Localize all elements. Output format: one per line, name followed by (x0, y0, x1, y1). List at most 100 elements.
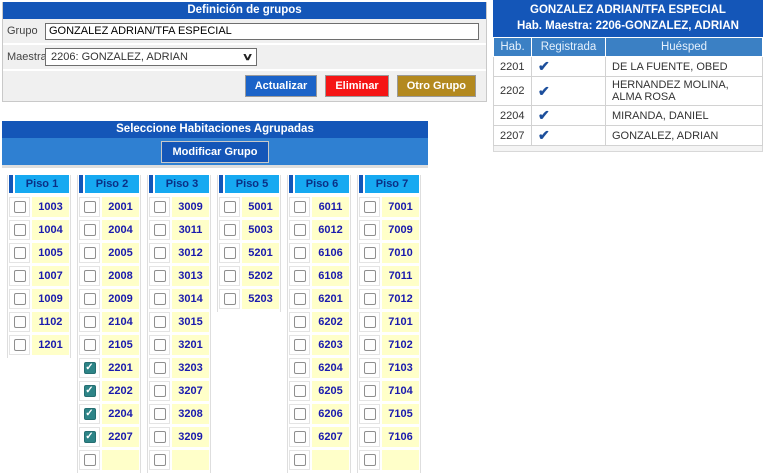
room-checkbox[interactable] (153, 247, 166, 259)
room-row: 2009 (79, 289, 139, 309)
room-checkbox[interactable] (13, 293, 26, 305)
room-checkbox[interactable] (83, 201, 96, 213)
room-checkbox[interactable] (223, 293, 236, 305)
room-number-label: 6207 (312, 427, 349, 447)
room-checkbox[interactable] (153, 362, 166, 374)
room-checkbox[interactable] (153, 454, 166, 466)
room-number-cell: 2207 (493, 125, 532, 146)
room-checkbox[interactable] (13, 339, 26, 351)
room-row: 3015 (149, 312, 209, 332)
room-checkbox[interactable] (363, 201, 376, 213)
room-checkbox[interactable] (13, 201, 26, 213)
room-checkbox[interactable] (363, 454, 376, 466)
room-checkbox[interactable] (223, 270, 236, 282)
room-checkbox[interactable] (153, 201, 166, 213)
room-checkbox[interactable] (153, 224, 166, 236)
room-checkbox[interactable] (363, 431, 376, 443)
room-checkbox[interactable] (13, 316, 26, 328)
room-checkbox[interactable] (223, 201, 236, 213)
room-row: 6012 (289, 220, 349, 240)
room-checkbox[interactable] (13, 270, 26, 282)
room-checkbox-cell (219, 289, 240, 309)
room-checkbox[interactable] (363, 339, 376, 351)
room-checkbox-cell (9, 266, 30, 286)
room-checkbox[interactable] (363, 293, 376, 305)
room-checkbox-cell (149, 381, 170, 401)
room-checkbox[interactable] (293, 201, 306, 213)
floor-column: Piso 7 7001 7009 7010 7011 7012 (357, 175, 421, 473)
otro-grupo-button[interactable]: Otro Grupo (396, 75, 476, 97)
room-checkbox[interactable] (153, 339, 166, 351)
room-checkbox[interactable] (153, 385, 166, 397)
table-header-row: Hab. Registrada Huésped (493, 37, 763, 57)
room-checkbox[interactable] (13, 247, 26, 259)
room-checkbox-cell (359, 197, 380, 217)
room-checkbox[interactable] (363, 247, 376, 259)
room-checkbox[interactable] (13, 224, 26, 236)
room-checkbox-cell: ✓ (79, 404, 100, 424)
room-row: 6205 (289, 381, 349, 401)
room-checkbox[interactable] (83, 316, 96, 328)
room-checkbox[interactable]: ✓ (83, 408, 96, 420)
floor-column: Piso 1 1003 1004 1005 1007 1009 (7, 175, 71, 358)
room-checkbox[interactable] (293, 385, 306, 397)
room-checkbox[interactable] (293, 247, 306, 259)
grupo-input[interactable] (45, 22, 479, 40)
room-checkbox-cell (79, 197, 100, 217)
room-checkbox[interactable] (293, 431, 306, 443)
room-row: 5202 (219, 266, 279, 286)
room-checkbox[interactable] (363, 224, 376, 236)
room-checkbox[interactable]: ✓ (83, 431, 96, 443)
room-checkbox[interactable] (363, 408, 376, 420)
floor-rows: 3009 3011 3012 3013 3014 3015 32 (149, 197, 209, 470)
room-checkbox[interactable] (293, 454, 306, 466)
table-row: 2201 ✔ DE LA FUENTE, OBED (493, 56, 763, 77)
room-checkbox[interactable] (153, 293, 166, 305)
maestra-select[interactable]: 2206: GONZALEZ, ADRIAN ∨ (45, 48, 257, 66)
room-checkbox[interactable] (363, 362, 376, 374)
room-checkbox[interactable] (223, 247, 236, 259)
room-checkbox[interactable] (293, 316, 306, 328)
room-checkbox[interactable] (293, 293, 306, 305)
room-checkbox[interactable] (363, 270, 376, 282)
room-checkbox[interactable] (293, 339, 306, 351)
room-number-cell: 2201 (493, 56, 532, 77)
room-number-label: 1005 (32, 243, 69, 263)
room-checkbox[interactable] (83, 454, 96, 466)
modificar-grupo-button[interactable]: Modificar Grupo (160, 140, 270, 163)
room-checkbox-cell (289, 335, 310, 355)
room-checkbox[interactable] (83, 247, 96, 259)
registered-cell: ✔ (531, 125, 606, 146)
room-checkbox[interactable]: ✓ (83, 385, 96, 397)
room-checkbox[interactable] (293, 362, 306, 374)
room-checkbox[interactable]: ✓ (83, 362, 96, 374)
room-checkbox[interactable] (153, 270, 166, 282)
room-checkbox[interactable] (223, 224, 236, 236)
room-row: 6011 (289, 197, 349, 217)
room-checkbox[interactable] (153, 431, 166, 443)
room-checkbox[interactable] (83, 339, 96, 351)
room-checkbox[interactable] (83, 270, 96, 282)
floor-header: Piso 7 (359, 175, 419, 193)
room-number-label: 6204 (312, 358, 349, 378)
room-checkbox[interactable] (293, 270, 306, 282)
room-checkbox-cell (289, 220, 310, 240)
room-checkbox[interactable] (83, 293, 96, 305)
room-checkbox[interactable] (153, 316, 166, 328)
rooms-selection-panel: Seleccione Habitaciones Agrupadas Modifi… (2, 121, 428, 473)
actualizar-button[interactable]: Actualizar (244, 75, 318, 97)
eliminar-button[interactable]: Eliminar (325, 75, 389, 97)
room-checkbox[interactable] (363, 316, 376, 328)
room-checkbox[interactable] (153, 408, 166, 420)
room-checkbox[interactable] (293, 224, 306, 236)
floor-header: Piso 2 (79, 175, 139, 193)
room-row (359, 450, 419, 470)
floor-header-bar (359, 175, 363, 193)
room-checkbox[interactable] (83, 224, 96, 236)
room-checkbox[interactable] (293, 408, 306, 420)
room-checkbox[interactable] (363, 385, 376, 397)
check-icon: ✔ (538, 107, 550, 123)
room-row: 3014 (149, 289, 209, 309)
column-header-hab: Hab. (493, 37, 532, 57)
room-number-label (172, 450, 209, 470)
